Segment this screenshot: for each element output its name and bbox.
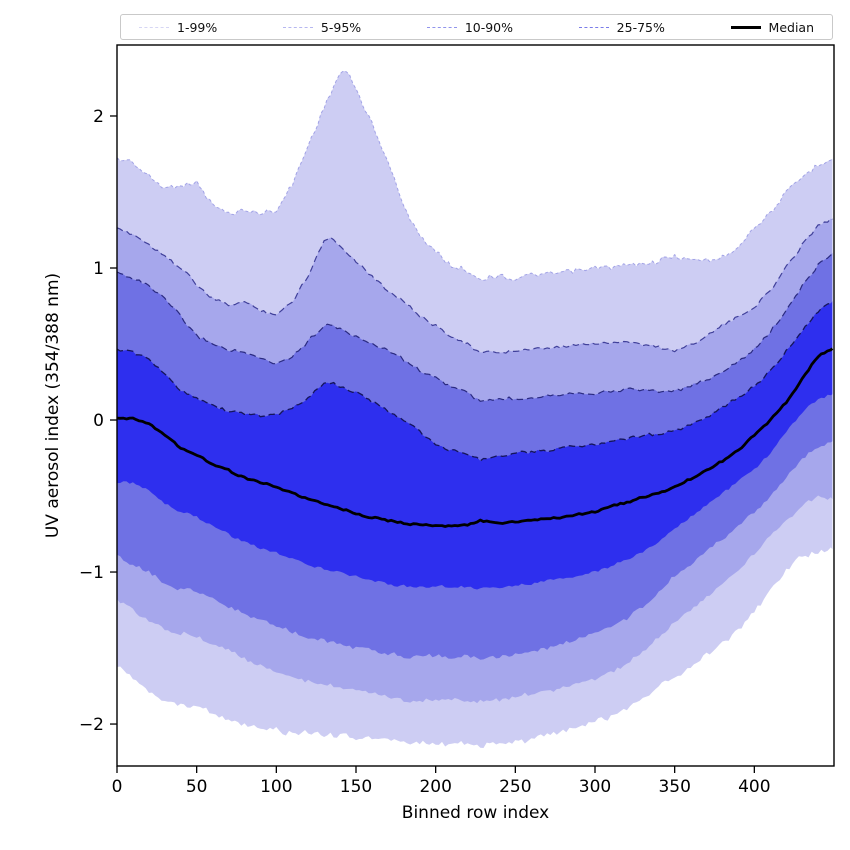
band-5-95-line-swatch <box>282 26 313 28</box>
x-tick-label: 100 <box>260 777 292 797</box>
legend-label: 25-75% <box>616 19 665 35</box>
x-tick-label: 0 <box>112 777 123 797</box>
legend-entry-5-95: 5-95% <box>282 19 362 35</box>
x-tick-label: 150 <box>340 777 372 797</box>
ticks-layer <box>110 115 755 773</box>
x-tick-label: 200 <box>419 777 451 797</box>
x-tick-label: 350 <box>658 777 690 797</box>
legend-entry-median: Median <box>730 19 814 35</box>
y-tick-label: 0 <box>93 411 104 431</box>
legend: 1-99% 5-95% 10-90% 25-75% Median <box>120 14 833 40</box>
band-10-90-line-swatch <box>426 26 457 28</box>
x-tick-label: 300 <box>579 777 611 797</box>
legend-label: 5-95% <box>320 19 362 35</box>
band-25-75 <box>117 301 833 590</box>
legend-label: 1-99% <box>177 19 218 35</box>
p90-line <box>116 252 833 402</box>
percentile-lines-layer <box>116 70 834 528</box>
bands-layer <box>117 70 833 748</box>
plot-border <box>116 44 835 767</box>
legend-entry-1-99: 1-99% <box>139 20 217 35</box>
x-tick-label: 400 <box>738 777 770 797</box>
legend-label: 10-90% <box>464 19 514 35</box>
y-tick-label: −2 <box>79 715 104 735</box>
legend-label: Median <box>768 19 814 35</box>
p75-line <box>116 300 833 462</box>
legend-entry-10-90: 10-90% <box>426 19 514 35</box>
band-25-75-line-swatch <box>578 26 609 28</box>
p95-line <box>116 217 833 354</box>
legend-entry-25-75: 25-75% <box>578 19 665 35</box>
y-axis-label: UV aerosol index (354/388 nm) <box>43 273 63 538</box>
median-line <box>116 347 834 528</box>
y-tick-label: 2 <box>93 107 104 127</box>
p99-line <box>116 70 833 281</box>
y-tick-label: 1 <box>93 259 104 279</box>
x-axis-label: Binned row index <box>402 803 549 823</box>
median-line-swatch <box>730 25 761 29</box>
band-1-99-line-swatch <box>139 26 169 28</box>
x-tick-label: 50 <box>186 777 208 797</box>
tick-labels-layer: 0 50 100 150 200 250 300 350 400 2 1 0 −1 −2 <box>79 107 771 797</box>
x-tick-label: 250 <box>499 777 531 797</box>
y-tick-label: −1 <box>79 563 104 583</box>
